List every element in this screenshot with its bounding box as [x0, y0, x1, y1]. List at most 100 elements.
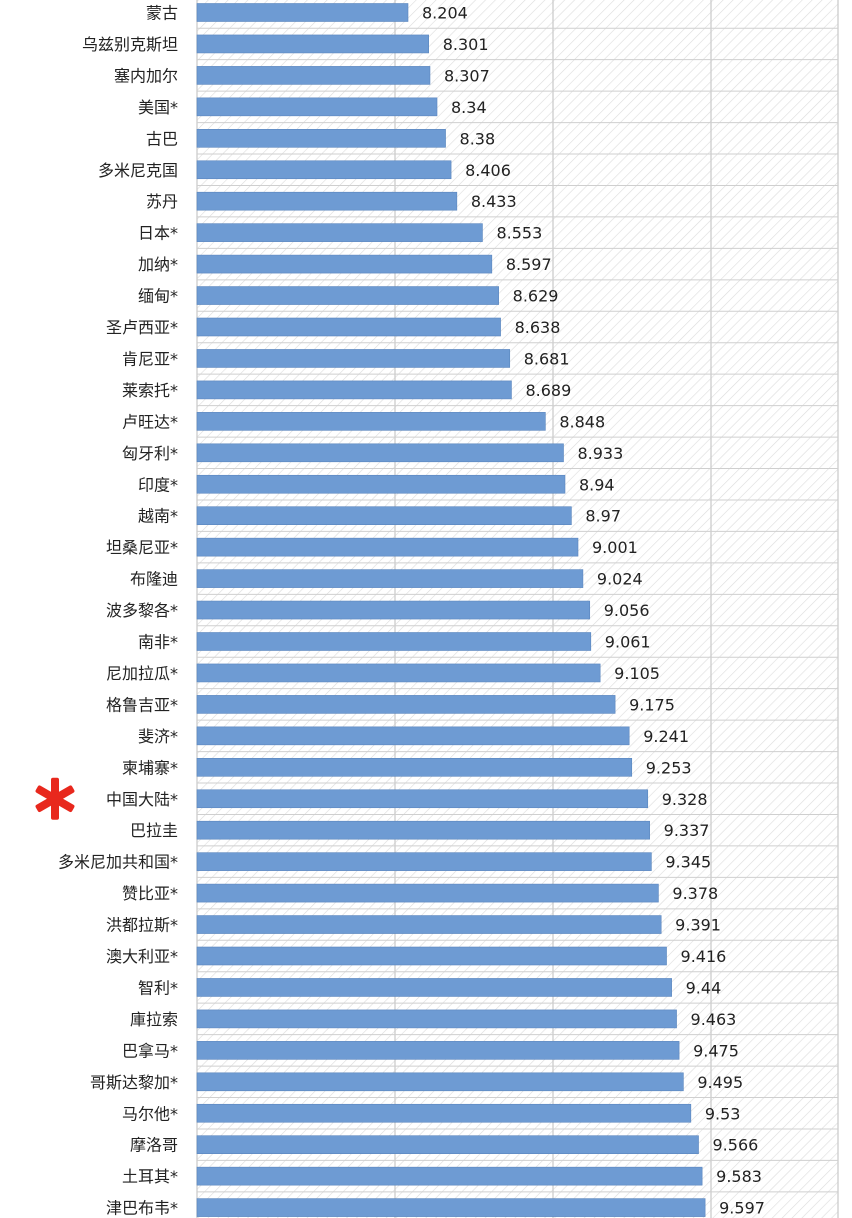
category-label: 中国大陆* [106, 790, 178, 809]
bar [196, 191, 458, 211]
value-label: 8.638 [515, 318, 561, 337]
value-label: 9.345 [665, 853, 711, 872]
bar [196, 852, 652, 871]
value-label: 8.38 [460, 129, 496, 148]
bar [196, 569, 584, 588]
value-label: 9.105 [614, 664, 660, 683]
value-label: 9.253 [646, 758, 692, 777]
bar [196, 883, 659, 903]
bar [196, 757, 633, 777]
category-label: 越南* [138, 507, 178, 526]
bar [196, 286, 499, 305]
category-label: 坦桑尼亚* [106, 538, 178, 557]
category-label: 苏丹 [146, 192, 178, 211]
bars-group [196, 3, 706, 1217]
bar [196, 223, 483, 242]
bar [196, 1103, 692, 1123]
value-label: 8.301 [443, 35, 489, 54]
category-label: 南非* [138, 633, 178, 652]
bar [196, 1135, 699, 1154]
value-label: 9.328 [662, 790, 708, 809]
value-label: 8.933 [577, 444, 623, 463]
value-label: 8.97 [585, 507, 621, 526]
category-label: 尼加拉瓜* [106, 664, 178, 683]
value-label: 9.175 [629, 695, 675, 714]
value-label: 9.416 [681, 947, 727, 966]
value-label: 8.597 [506, 255, 552, 274]
bar [196, 160, 452, 180]
category-label: 缅甸* [138, 287, 178, 306]
category-label: 美国* [138, 98, 178, 117]
category-label: 斐济* [138, 727, 178, 746]
category-label: 塞内加尔 [114, 66, 178, 85]
bar [196, 443, 564, 463]
bar [196, 317, 501, 337]
value-label: 9.583 [716, 1167, 762, 1186]
value-label: 9.056 [604, 601, 650, 620]
bar [196, 34, 429, 54]
category-label: 乌兹别克斯坦 [82, 35, 178, 54]
category-label: 津巴布韦* [106, 1199, 178, 1218]
value-label: 9.337 [664, 821, 710, 840]
bar [196, 820, 650, 840]
bar [196, 254, 493, 274]
bar [196, 1072, 684, 1092]
category-label: 赞比亚* [122, 884, 178, 903]
category-label: 肯尼亚* [122, 349, 178, 368]
value-label: 9.061 [605, 633, 651, 652]
category-label: 印度* [138, 475, 178, 494]
value-label: 9.463 [691, 1010, 737, 1029]
horizontal-gridlines [197, 27, 838, 1193]
value-label: 8.689 [525, 381, 571, 400]
category-label: 卢旺达* [122, 412, 178, 431]
category-label: 圣卢西亚* [106, 318, 178, 337]
bar [196, 1041, 680, 1060]
value-label: 9.44 [686, 978, 722, 997]
bar [196, 1198, 706, 1217]
value-label: 8.34 [451, 98, 487, 117]
bar [196, 600, 591, 620]
red-asterisk-icon [35, 777, 75, 820]
category-label: 日本* [138, 224, 178, 243]
value-label: 9.495 [697, 1073, 743, 1092]
value-label: 9.566 [713, 1136, 759, 1155]
bar [196, 1166, 703, 1186]
category-label: 土耳其* [122, 1167, 178, 1186]
bar [196, 663, 601, 683]
value-label: 8.406 [465, 161, 511, 180]
value-label: 9.391 [675, 916, 721, 935]
bar [196, 632, 592, 651]
bar [196, 3, 409, 22]
value-label: 8.553 [496, 224, 542, 243]
bar [196, 506, 572, 526]
category-label: 多米尼加共和国* [58, 853, 178, 872]
value-label: 8.629 [513, 287, 559, 306]
bar [196, 978, 672, 997]
category-label: 澳大利亚* [106, 947, 178, 966]
category-label: 布隆迪 [130, 570, 178, 589]
asterisk-stroke [35, 785, 75, 812]
bar [196, 695, 616, 714]
value-label: 9.475 [693, 1041, 739, 1060]
category-label: 巴拿马* [122, 1041, 178, 1060]
bar [196, 789, 649, 809]
value-label: 8.204 [422, 4, 468, 23]
category-label: 巴拉圭 [130, 821, 178, 840]
value-label: 8.94 [579, 475, 615, 494]
bar [196, 946, 667, 966]
value-label: 8.433 [471, 192, 517, 211]
category-label: 洪都拉斯* [106, 916, 178, 935]
value-label: 9.597 [719, 1199, 765, 1218]
category-label: 格鲁吉亚* [106, 695, 178, 714]
category-label: 庫拉索 [130, 1010, 178, 1029]
category-label: 柬埔寨* [122, 758, 178, 777]
highlight-marker-group [35, 777, 75, 820]
bar [196, 129, 446, 148]
value-label: 8.681 [524, 349, 570, 368]
category-label: 摩洛哥 [130, 1136, 178, 1155]
value-label: 8.307 [444, 66, 490, 85]
category-label: 古巴 [146, 129, 178, 148]
category-label: 哥斯达黎加* [90, 1073, 178, 1092]
